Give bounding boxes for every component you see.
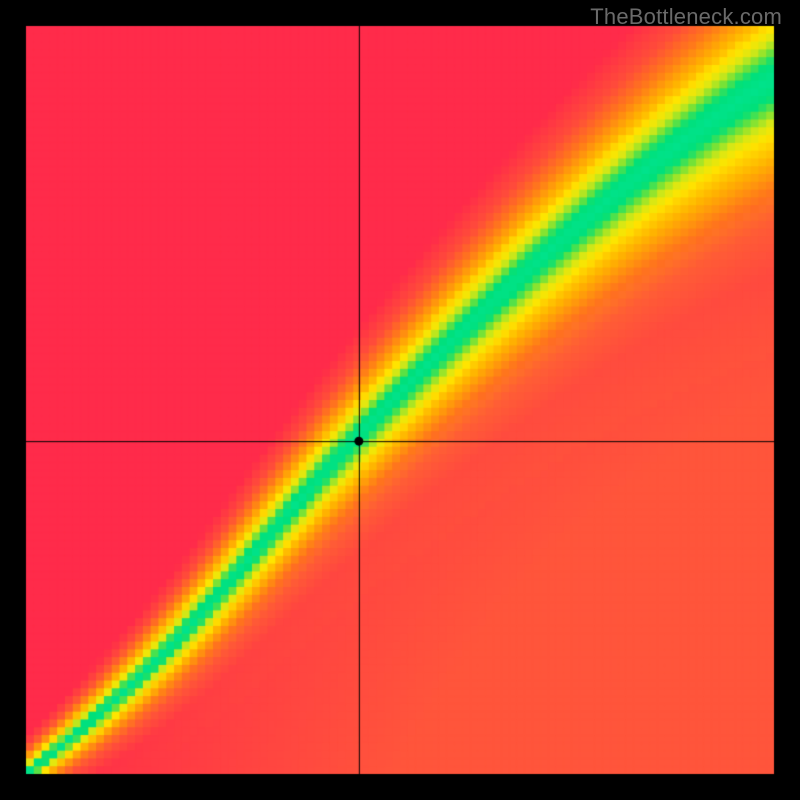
watermark-text: TheBottleneck.com — [590, 4, 782, 30]
bottleneck-heatmap-canvas — [0, 0, 800, 800]
chart-container: TheBottleneck.com — [0, 0, 800, 800]
